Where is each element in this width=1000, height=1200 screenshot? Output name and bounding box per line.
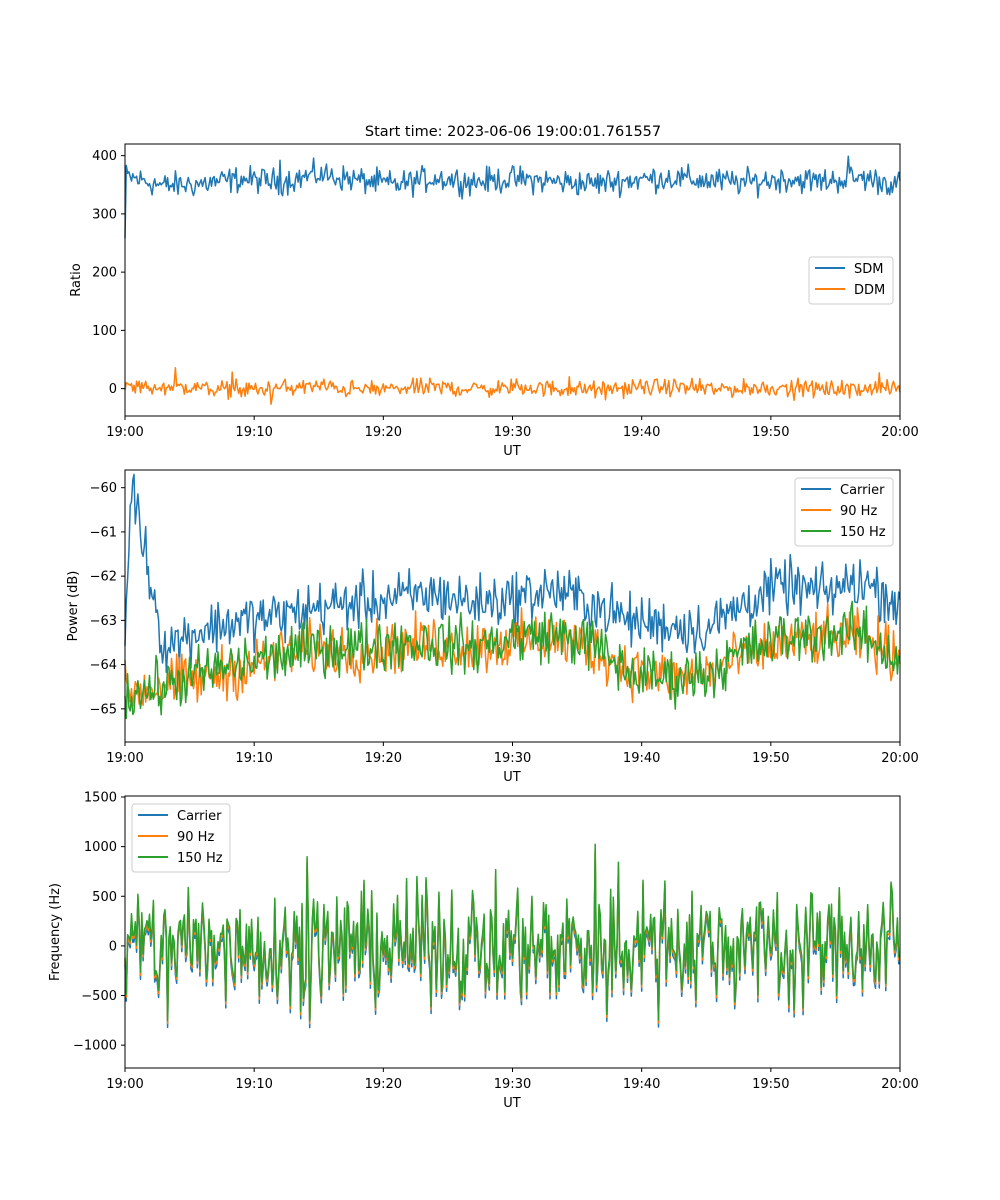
ratio-y-tick-label: 0 — [109, 382, 117, 397]
ratio-x-tick-label: 19:10 — [235, 425, 272, 440]
frequency-series-150-hz — [124, 843, 901, 1022]
ratio-x-label: UT — [503, 444, 521, 459]
ratio-y-tick-label: 400 — [92, 149, 117, 164]
legend-label-90hz: 90 Hz — [840, 504, 877, 519]
power-x-tick-label: 19:50 — [752, 751, 789, 766]
frequency-series-90-hz — [124, 846, 901, 1025]
legend-label-carrier: Carrier — [840, 483, 885, 498]
ratio-y-tick-label: 300 — [92, 207, 117, 222]
power-x-tick-label: 19:00 — [106, 751, 143, 766]
frequency-y-ticks: −1000 −500 0 500 1000 1500 — [73, 790, 125, 1054]
power-legend: Carrier 90 Hz 150 Hz — [794, 477, 894, 547]
ratio-y-tick-label: 200 — [92, 266, 117, 281]
power-y-tick-label: −60 — [90, 481, 117, 496]
frequency-x-ticks: 19:00 19:10 19:20 19:30 19:40 19:50 20:00 — [106, 1068, 919, 1092]
frequency-lines — [124, 843, 901, 1029]
ratio-x-tick-label: 19:40 — [623, 425, 660, 440]
power-x-tick-label: 19:40 — [623, 751, 660, 766]
ratio-x-ticks: 19:00 19:10 19:20 19:30 19:40 19:50 20:00 — [106, 416, 919, 440]
legend-label-carrier-freq: Carrier — [177, 809, 222, 824]
power-series-carrier — [124, 473, 901, 674]
ratio-x-tick-label: 19:20 — [365, 425, 402, 440]
frequency-legend-box — [131, 803, 231, 873]
frequency-y-tick-label: −500 — [81, 989, 117, 1004]
frequency-x-tick-label: 19:50 — [752, 1077, 789, 1092]
legend-label-150hz: 150 Hz — [840, 525, 886, 540]
legend-label-150hz-freq: 150 Hz — [177, 851, 223, 866]
power-x-tick-label: 19:20 — [365, 751, 402, 766]
power-panel: −65−64−63−62−61−60 19:00 19:10 19:20 19:30 1… — [66, 469, 919, 785]
power-axes-frame — [124, 469, 901, 743]
power-legend-box — [794, 477, 894, 547]
frequency-axes-frame — [124, 795, 901, 1069]
ratio-x-tick-label: 19:50 — [752, 425, 789, 440]
legend-label-sdm: SDM — [854, 262, 883, 277]
ratio-x-tick-label: 19:00 — [106, 425, 143, 440]
power-x-label: UT — [503, 770, 521, 785]
power-y-tick-label: −64 — [90, 658, 117, 673]
ratio-y-ticks: 0 100 200 300 400 — [92, 149, 125, 397]
frequency-series-carrier — [124, 850, 901, 1029]
frequency-x-tick-label: 20:00 — [881, 1077, 918, 1092]
ratio-y-tick-label: 100 — [92, 324, 117, 339]
power-y-tick-label: −63 — [90, 614, 117, 629]
legend-label-90hz-freq: 90 Hz — [177, 830, 214, 845]
ratio-legend: SDM DDM — [808, 256, 894, 305]
frequency-legend: Carrier 90 Hz 150 Hz — [131, 803, 231, 873]
frequency-y-tick-label: 1000 — [84, 840, 117, 855]
figure-title: Start time: 2023-06-06 19:00:01.761557 — [365, 124, 661, 140]
power-lines — [124, 473, 901, 720]
frequency-y-tick-label: −1000 — [73, 1039, 117, 1054]
frequency-x-tick-label: 19:00 — [106, 1077, 143, 1092]
power-x-tick-label: 20:00 — [881, 751, 918, 766]
power-y-tick-label: −62 — [90, 570, 117, 585]
power-x-tick-label: 19:10 — [235, 751, 272, 766]
frequency-y-tick-label: 0 — [109, 939, 117, 954]
ratio-lines — [124, 155, 901, 405]
power-y-tick-label: −61 — [90, 525, 117, 540]
frequency-y-tick-label: 1500 — [84, 790, 117, 805]
power-series-150-hz — [124, 600, 901, 720]
frequency-x-tick-label: 19:20 — [365, 1077, 402, 1092]
ratio-x-tick-label: 20:00 — [881, 425, 918, 440]
power-x-tick-label: 19:30 — [494, 751, 531, 766]
ratio-series-ddm — [124, 367, 901, 405]
ratio-x-tick-label: 19:30 — [494, 425, 531, 440]
frequency-x-tick-label: 19:10 — [235, 1077, 272, 1092]
frequency-x-tick-label: 19:30 — [494, 1077, 531, 1092]
power-y-ticks: −65 −64 −63 −62 −61 −60 — [90, 481, 125, 717]
power-x-ticks: 19:00 19:10 19:20 19:30 19:40 19:50 20:00 — [106, 742, 919, 766]
ratio-axes-frame — [124, 143, 901, 417]
frequency-x-tick-label: 19:40 — [623, 1077, 660, 1092]
legend-label-ddm: DDM — [854, 283, 885, 298]
ratio-y-label: Ratio — [69, 263, 84, 296]
frequency-y-label: Frequency (Hz) — [48, 883, 63, 981]
power-y-label: Power (dB) — [66, 571, 81, 642]
frequency-x-label: UT — [503, 1096, 521, 1111]
frequency-y-tick-label: 500 — [92, 890, 117, 905]
ratio-series-sdm — [124, 155, 901, 239]
power-y-tick-label: −65 — [90, 702, 117, 717]
